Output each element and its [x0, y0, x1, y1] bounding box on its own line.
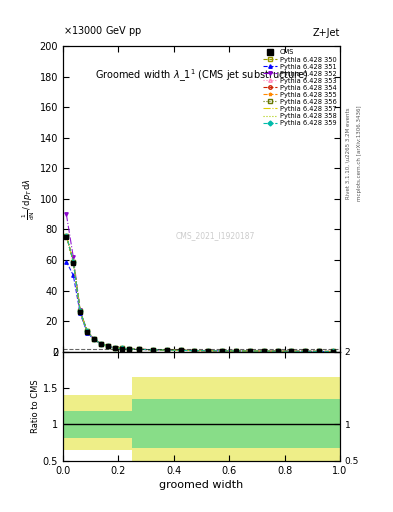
CMS	[275, 348, 280, 354]
CMS	[137, 346, 141, 352]
Line: CMS: CMS	[64, 234, 336, 354]
CMS	[92, 336, 96, 343]
CMS	[151, 347, 155, 353]
Text: Groomed width $\lambda\_1^1$ (CMS jet substructure): Groomed width $\lambda\_1^1$ (CMS jet su…	[95, 68, 308, 84]
Text: Z+Jet: Z+Jet	[312, 28, 340, 38]
CMS	[248, 348, 252, 354]
CMS	[112, 345, 117, 351]
Text: mcplots.cern.ch [arXiv:1306.3436]: mcplots.cern.ch [arXiv:1306.3436]	[357, 106, 362, 201]
CMS	[206, 348, 211, 354]
CMS	[317, 348, 321, 354]
CMS	[71, 260, 75, 266]
CMS	[164, 347, 169, 353]
CMS	[261, 348, 266, 354]
CMS	[126, 346, 131, 352]
CMS	[331, 349, 335, 355]
CMS	[99, 341, 103, 347]
CMS	[303, 348, 308, 354]
CMS	[78, 309, 83, 315]
CMS	[106, 343, 110, 349]
Text: $\times$13000 GeV pp: $\times$13000 GeV pp	[63, 25, 142, 38]
CMS	[234, 348, 239, 354]
Y-axis label: Ratio to CMS: Ratio to CMS	[31, 379, 40, 433]
Legend: CMS, Pythia 6.428 350, Pythia 6.428 351, Pythia 6.428 352, Pythia 6.428 353, Pyt: CMS, Pythia 6.428 350, Pythia 6.428 351,…	[261, 48, 338, 127]
X-axis label: groomed width: groomed width	[159, 480, 244, 490]
Text: CMS_2021_I1920187: CMS_2021_I1920187	[176, 231, 255, 240]
Text: Rivet 3.1.10, \u2265 3.2M events: Rivet 3.1.10, \u2265 3.2M events	[345, 108, 350, 199]
CMS	[119, 346, 124, 352]
CMS	[178, 347, 183, 353]
Y-axis label: $\mathrm{\frac{1}{dN}\,/\,d}p_T\,\mathrm{d}\lambda$: $\mathrm{\frac{1}{dN}\,/\,d}p_T\,\mathrm…	[20, 178, 37, 220]
CMS	[289, 348, 294, 354]
CMS	[220, 348, 224, 354]
CMS	[192, 348, 197, 354]
CMS	[64, 234, 69, 240]
CMS	[85, 329, 90, 335]
